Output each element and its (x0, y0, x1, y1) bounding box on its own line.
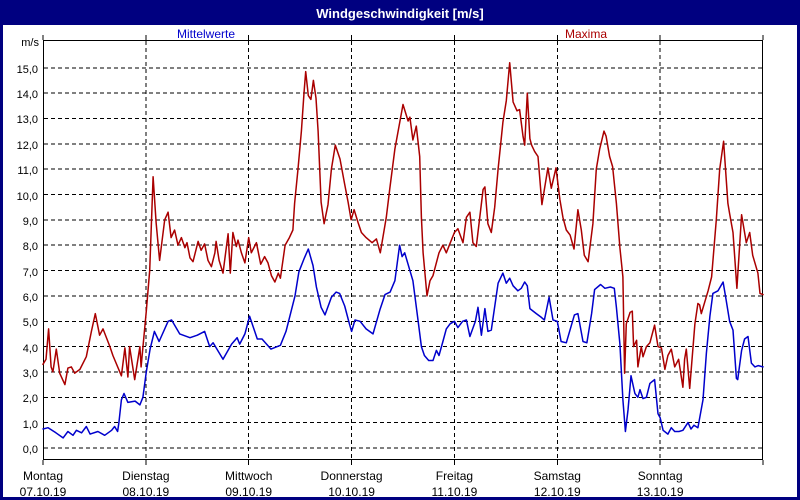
y-tick-label: 6,0 (22, 291, 38, 304)
x-day-name-label: Sonntag (637, 469, 683, 483)
x-day-date-label: 08.10.19 (122, 485, 170, 499)
x-day-name-label: Donnerstag (320, 469, 383, 483)
y-tick-label: 14,0 (16, 89, 38, 102)
plot-border (43, 40, 763, 460)
legend-mean-label: Mittelwerte (176, 27, 235, 41)
x-day-date-label: 07.10.19 (19, 485, 67, 499)
y-tick-label: 7,0 (22, 266, 38, 279)
x-day-name-label: Dienstag (122, 469, 170, 483)
y-tick-label: 0,0 (22, 444, 38, 456)
y-tick-label: 2,0 (22, 393, 38, 406)
y-tick-label: 3,0 (22, 367, 38, 380)
legend-max-label: Maxima (564, 27, 607, 41)
x-day-date-label: 09.10.19 (225, 485, 273, 499)
y-tick-label: 13,0 (16, 114, 38, 127)
y-tick-label: 5,0 (22, 317, 38, 330)
series-line-mean (42, 244, 764, 439)
y-tick-label: 11,0 (17, 165, 38, 178)
y-tick-label: 15,0 (16, 63, 38, 76)
window-title: Windgeschwindigkeit [m/s] (316, 6, 484, 21)
y-tick-label: 10,0 (16, 190, 38, 203)
x-day-name-label: Mittwoch (225, 469, 273, 483)
x-day-date-label: 10.10.19 (328, 485, 375, 499)
y-tick-label: 4,0 (22, 342, 38, 355)
x-day-date-label: 12.10.19 (533, 485, 581, 499)
y-tick-label: 12,0 (16, 139, 38, 152)
x-day-name-label: Freitag (435, 469, 474, 483)
x-day-date-label: 13.10.19 (636, 485, 684, 499)
x-day-name-label: Samstag (533, 469, 581, 483)
window-title-bar: Windgeschwindigkeit [m/s] (3, 3, 797, 25)
y-tick-label: 1,0 (22, 418, 38, 431)
x-day-name-label: Montag (22, 469, 64, 483)
y-axis-unit-label: m/s (21, 37, 39, 49)
series-line-max (42, 61, 764, 390)
x-day-date-label: 11.10.19 (431, 485, 478, 499)
y-tick-label: 8,0 (22, 241, 38, 254)
y-tick-label: 9,0 (22, 215, 38, 228)
chart-plot-area (42, 35, 764, 465)
